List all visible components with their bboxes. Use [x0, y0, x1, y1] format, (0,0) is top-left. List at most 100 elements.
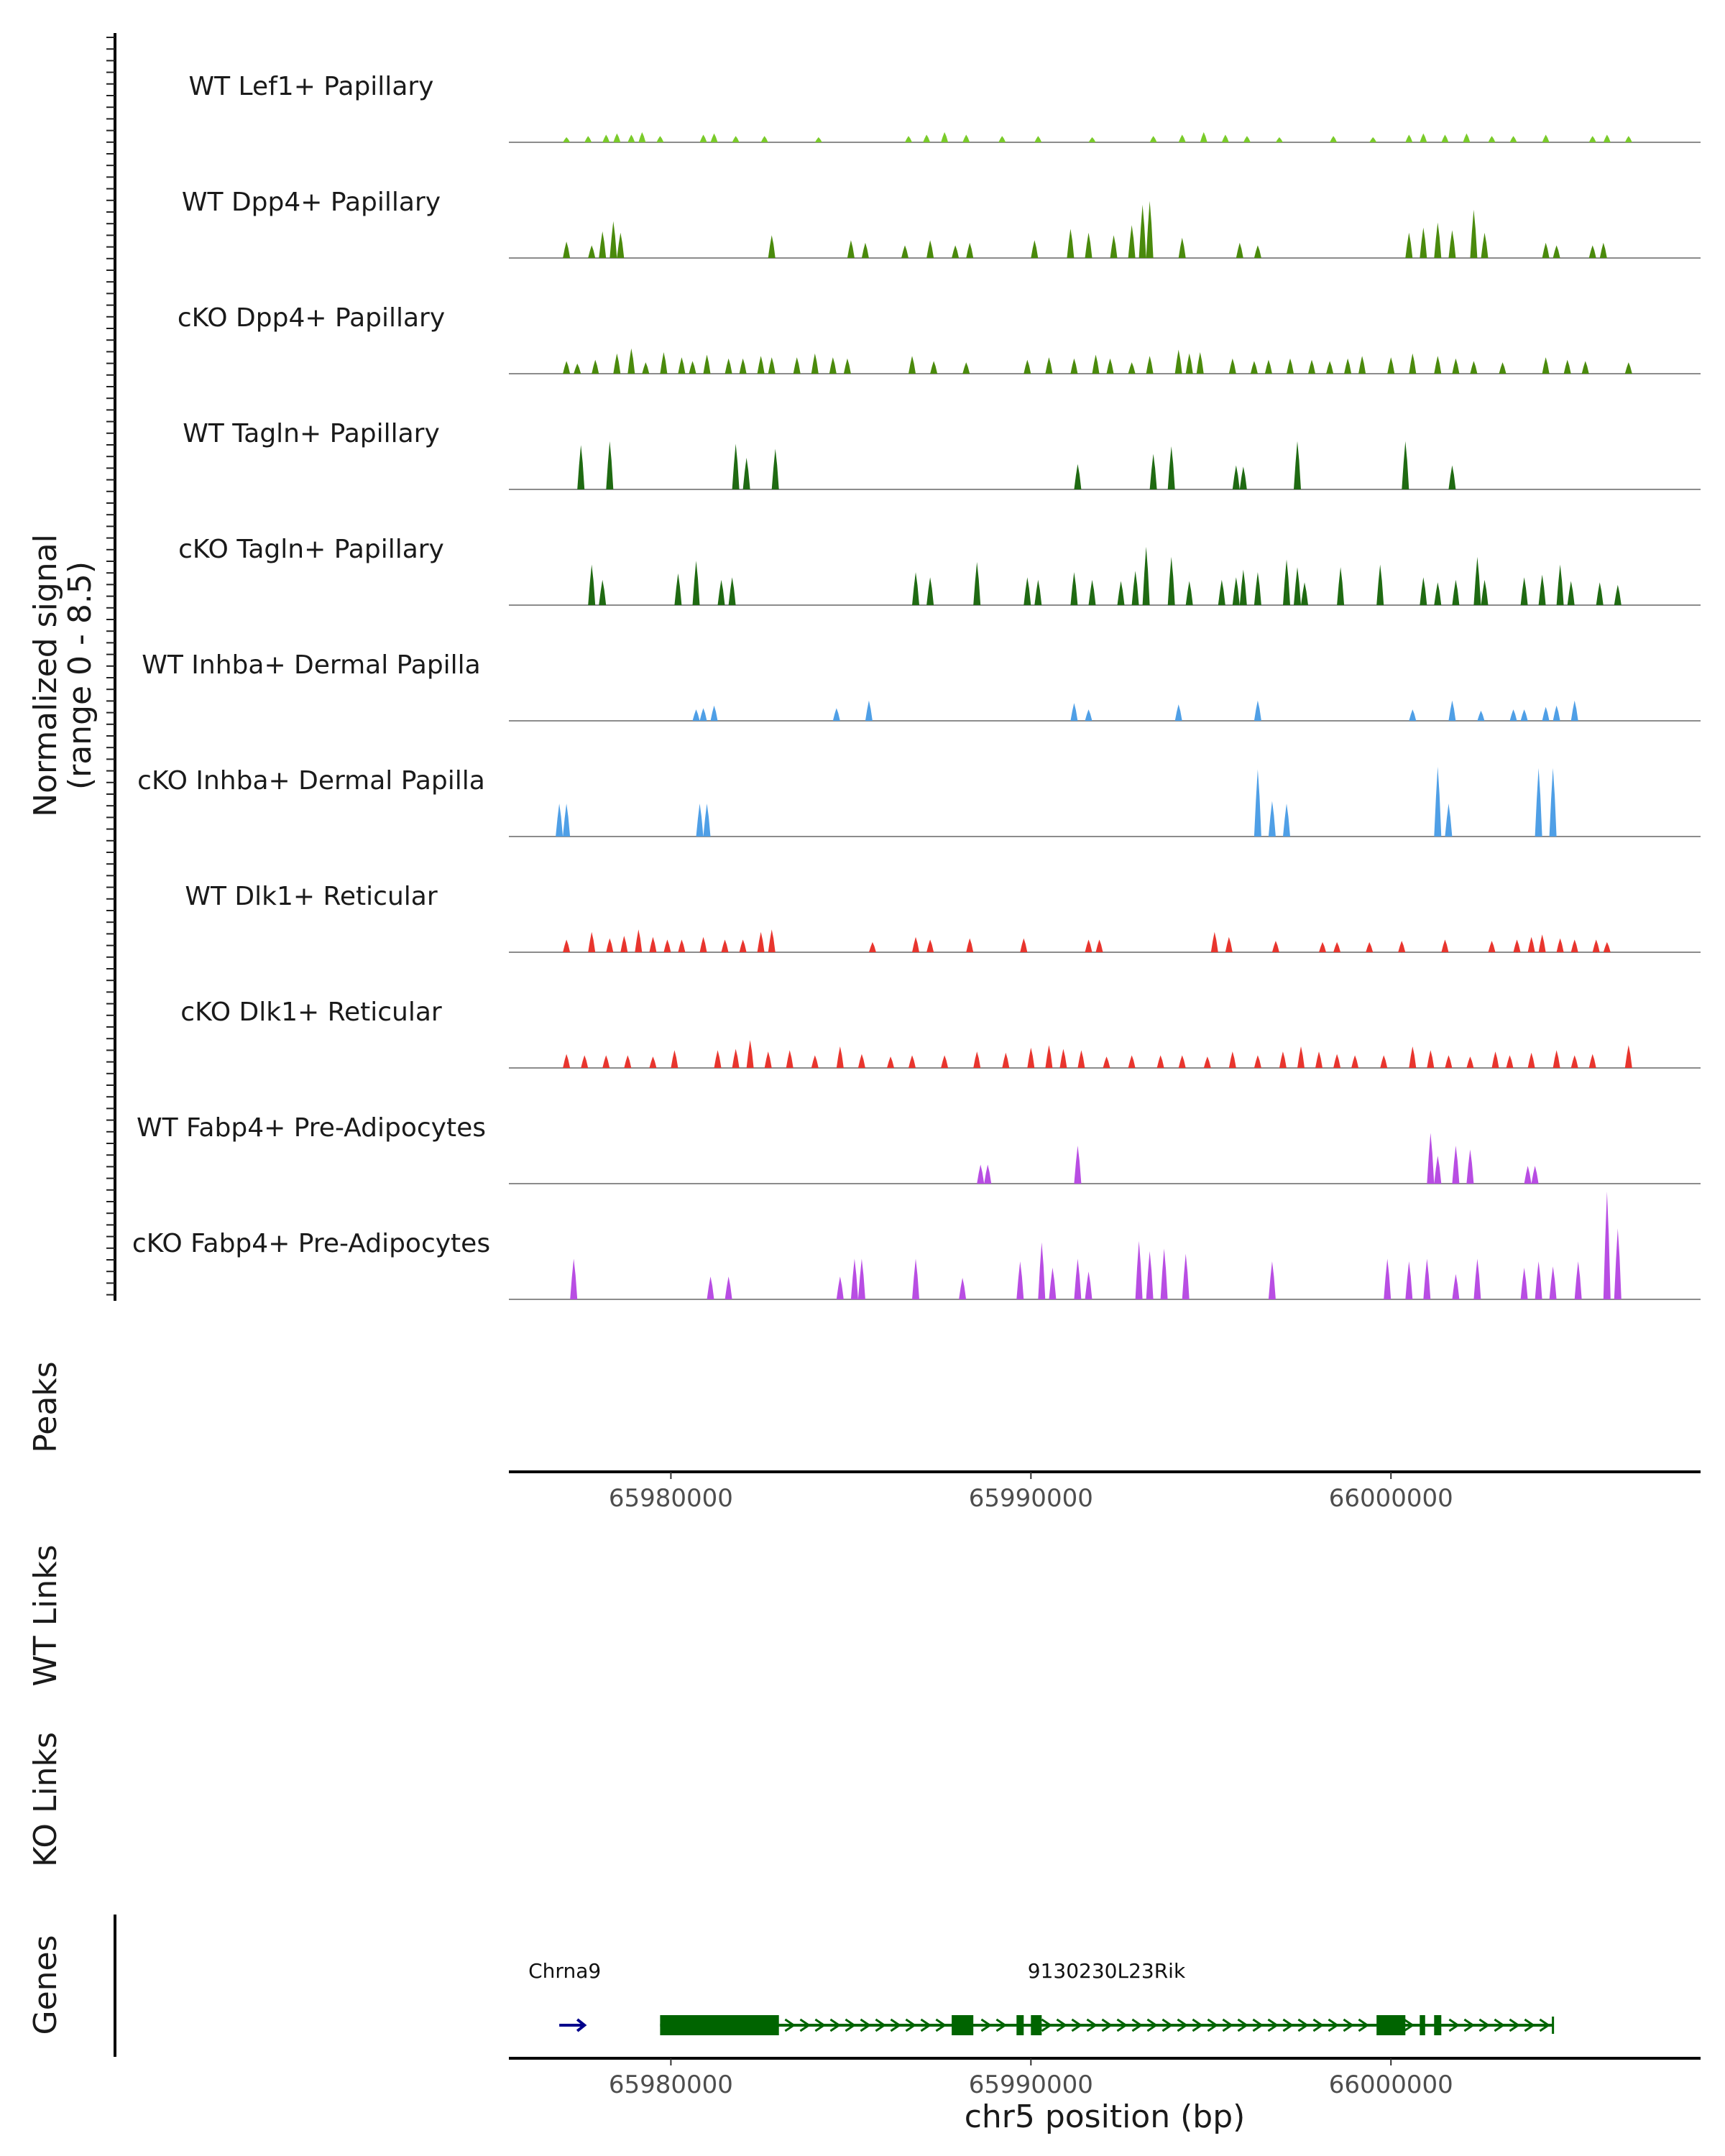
track-label: WT Dpp4+ Papillary: [182, 188, 441, 217]
signal-peak: [1210, 931, 1218, 952]
strand-chevron: [1539, 2018, 1551, 2032]
signal-peak: [1535, 1261, 1542, 1299]
signal-peak: [1520, 1267, 1528, 1299]
signal-peak: [1434, 582, 1442, 605]
signal-peak: [671, 1050, 678, 1068]
signal-peak: [1434, 766, 1442, 837]
signal-peak: [1106, 358, 1114, 374]
signal-peak: [1592, 939, 1600, 952]
strand-chevron: [1146, 2018, 1159, 2032]
signal-peak: [1574, 1261, 1582, 1299]
track-5: WT Inhba+ Dermal Papilla: [142, 650, 1701, 722]
signal-peak: [757, 931, 765, 952]
signal-peak: [836, 1276, 844, 1299]
signal-peak: [1221, 134, 1229, 142]
signal-peak: [1085, 939, 1092, 952]
signal-peak: [707, 1276, 714, 1299]
signal-peak: [1538, 934, 1546, 952]
signal-peak: [1358, 356, 1366, 374]
signal-peak: [1301, 582, 1308, 605]
signal-peak: [1128, 225, 1136, 258]
strand-chevron: [1282, 2018, 1294, 2032]
signal-peak: [714, 1050, 722, 1068]
signal-peak: [1128, 362, 1136, 374]
signal-peak: [1319, 941, 1326, 952]
signal-peak: [908, 1055, 916, 1068]
signal-peak: [1434, 356, 1442, 374]
signal-peak: [1070, 572, 1078, 605]
signal-peak: [941, 132, 949, 142]
strand-chevron: [875, 2018, 887, 2032]
strand-chevron: [1358, 2018, 1370, 2032]
signal-peak: [1225, 936, 1233, 952]
signal-peak: [1570, 1055, 1578, 1068]
signal-peak: [1074, 1146, 1082, 1184]
signal-peak: [861, 242, 869, 258]
signal-peak: [1146, 201, 1154, 258]
signal-peak: [1473, 556, 1481, 605]
signal-peak: [1556, 564, 1564, 605]
signal-peak: [1254, 769, 1261, 837]
gene-annotation: Chrna9 9130230L23Rik: [528, 1959, 1555, 2035]
signal-peak: [1200, 132, 1208, 142]
signal-peak: [1294, 441, 1301, 489]
signal-peak: [1236, 242, 1243, 258]
signal-peak: [656, 136, 664, 142]
signal-peak: [1402, 441, 1409, 489]
signal-peak: [1178, 237, 1186, 258]
signal-peak: [1427, 1133, 1435, 1184]
signal-peak: [1445, 803, 1453, 837]
signal-peak: [563, 1054, 571, 1068]
signal-peak: [1254, 1055, 1261, 1068]
signal-peak: [1070, 358, 1078, 374]
strand-chevron: [829, 2018, 842, 2032]
signal-peak: [563, 241, 571, 258]
strand-chevron: [1101, 2018, 1113, 2032]
signal-peak: [1509, 136, 1517, 142]
signal-peak: [1614, 584, 1622, 605]
signal-peak: [1603, 1192, 1611, 1299]
signal-peak: [1330, 136, 1338, 142]
signal-peak: [1488, 941, 1496, 952]
signal-peak: [959, 1278, 967, 1299]
signal-peak: [962, 134, 970, 142]
signal-peak: [1552, 245, 1560, 258]
strand-chevron: [799, 2018, 811, 2032]
signal-peak: [1337, 567, 1345, 605]
track-0: WT Lef1+ Papillary: [189, 72, 1701, 143]
signal-peak: [703, 803, 711, 837]
signal-peak: [699, 134, 707, 142]
track-label: cKO Fabp4+ Pre-Adipocytes: [132, 1229, 490, 1258]
signal-peak: [1024, 577, 1031, 605]
signal-peak: [1156, 1055, 1164, 1068]
signal-peak: [1452, 1273, 1460, 1299]
signal-peak: [1228, 1051, 1236, 1068]
signal-peak: [692, 709, 700, 721]
signal-peak: [1535, 768, 1542, 837]
signal-peak: [1581, 361, 1589, 374]
signal-peak: [1369, 137, 1377, 142]
signal-peak: [660, 352, 668, 374]
signal-peak: [1488, 136, 1496, 142]
signal-peak: [1254, 245, 1261, 258]
signal-peak: [699, 708, 707, 721]
signal-peak: [1333, 941, 1341, 952]
signal-peak: [1588, 245, 1596, 258]
signal-peak: [1067, 229, 1075, 258]
signal-peak: [1351, 1055, 1359, 1068]
signal-peak: [973, 562, 981, 605]
signal-peak: [1524, 1166, 1532, 1184]
signal-peak: [1228, 358, 1236, 374]
signal-peak: [746, 1040, 754, 1068]
signal-peak: [1045, 357, 1053, 374]
signal-peak: [1142, 546, 1150, 605]
signal-peak: [1434, 222, 1442, 258]
signal-peak: [1034, 579, 1042, 605]
signal-peak: [1542, 706, 1550, 721]
signal-peak: [563, 803, 571, 837]
signal-peak: [1167, 446, 1175, 489]
signal-peak: [1538, 574, 1546, 605]
strand-chevron: [995, 2018, 1008, 2032]
signal-peak: [757, 356, 765, 374]
signal-peak: [1481, 232, 1489, 258]
